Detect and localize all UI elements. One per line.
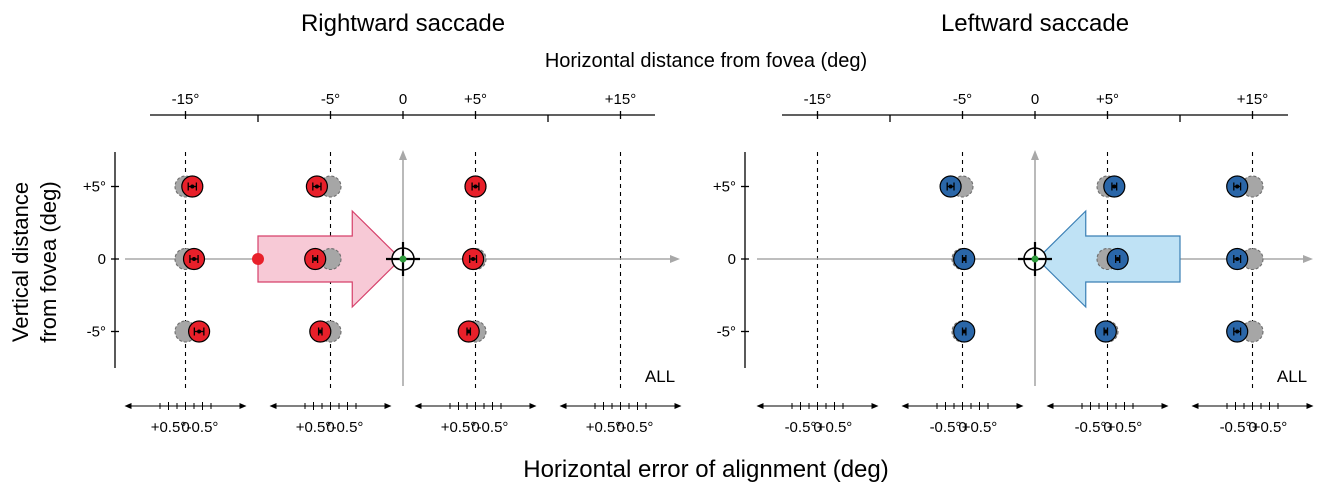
error-axis-arrow-left xyxy=(1191,403,1199,409)
error-axis-arrow-right xyxy=(1016,403,1024,409)
fixation-dot xyxy=(1031,255,1039,263)
top-axis-tick-label: -5° xyxy=(953,91,972,108)
error-axis-arrow-left xyxy=(1046,403,1054,409)
data-point-center xyxy=(314,184,319,189)
top-axis-tick-label: -15° xyxy=(804,91,832,108)
top-axis-label: Horizontal distance from fovea (deg) xyxy=(545,50,867,72)
error-axis-tick-label: -0.5° xyxy=(1075,419,1107,436)
error-axis-arrow-right xyxy=(1161,403,1169,409)
error-axis-tick-label: +0.5° xyxy=(1107,419,1143,436)
data-point-center xyxy=(1235,257,1240,261)
error-axis-tick-label: 0 xyxy=(326,419,334,436)
data-point-center xyxy=(192,257,196,261)
error-axis-arrow-right xyxy=(529,403,537,409)
error-axis-arrow-left xyxy=(414,403,422,409)
error-axis-tick-label: -0.5° xyxy=(622,419,654,436)
y-axis-tick-label: -5° xyxy=(717,324,736,341)
fixation-dot xyxy=(399,255,407,263)
error-axis-arrow-right xyxy=(384,403,392,409)
data-point-center xyxy=(1235,184,1240,189)
y-axis-tick-label: 0 xyxy=(98,251,106,268)
error-axis-tick-label: +0.5° xyxy=(296,419,332,436)
error-axis-arrow-left xyxy=(559,403,567,409)
data-point-center xyxy=(471,257,476,261)
panel-rightward: Rightward saccade -15° -5° 0 +5° +15° +5° 0 -5° A… xyxy=(83,10,682,436)
top-axis-tick-label: -15° xyxy=(172,91,200,108)
top-axis-tick-label: +15° xyxy=(605,91,636,108)
y-axis-tick-label: -5° xyxy=(87,324,106,341)
y-axis-label-line2: from fovea (deg) xyxy=(36,181,61,342)
data-point-center xyxy=(1235,329,1240,334)
error-axis-tick-label: -0.5° xyxy=(1220,419,1252,436)
corner-label: ALL xyxy=(1277,367,1307,386)
error-axis-tick-label: -0.5° xyxy=(930,419,962,436)
error-axis-arrow-right xyxy=(239,403,247,409)
error-axis-tick-label: 0 xyxy=(471,419,479,436)
top-axis-tick-label: +5° xyxy=(464,91,487,108)
error-axis-arrow-left xyxy=(901,403,909,409)
data-point-center xyxy=(190,184,195,189)
top-axis-tick-label: +15° xyxy=(1237,91,1268,108)
error-axis-tick-label: 0 xyxy=(1248,419,1256,436)
data-point-center xyxy=(466,329,471,334)
data-point-center xyxy=(197,329,202,334)
horizontal-axis-arrowhead xyxy=(1303,255,1313,263)
panel-title: Leftward saccade xyxy=(941,10,1129,37)
top-axis-tick-label: +5° xyxy=(1096,91,1119,108)
data-point-center xyxy=(962,329,967,334)
error-axis-tick-label: +0.5° xyxy=(586,419,622,436)
error-axis-arrow-right xyxy=(871,403,879,409)
error-axis-arrow-right xyxy=(1306,403,1314,409)
top-axis-tick-label: 0 xyxy=(399,91,407,108)
error-axis-tick-label: -0.5° xyxy=(332,419,364,436)
error-axis-tick-label: 0 xyxy=(616,419,624,436)
error-axis-tick-label: +0.5° xyxy=(1252,419,1288,436)
saccade-target-dot xyxy=(252,253,264,265)
error-axis-tick-label: +0.5° xyxy=(817,419,853,436)
y-axis-tick-label: +5° xyxy=(713,179,736,196)
vertical-axis-arrowhead xyxy=(399,150,407,160)
error-axis-arrow-left xyxy=(124,403,132,409)
data-point-center xyxy=(318,329,323,334)
data-point-center xyxy=(1103,329,1108,334)
error-axis-tick-label: 0 xyxy=(1103,419,1111,436)
corner-label: ALL xyxy=(645,367,675,386)
horizontal-axis-arrowhead xyxy=(670,255,680,263)
panel-leftward: Leftward saccade -15° -5° 0 +5° +15° +5° 0 -5° AL… xyxy=(713,10,1314,436)
data-point-center xyxy=(948,184,953,189)
error-axis-tick-label: +0.5° xyxy=(441,419,477,436)
error-axis-tick-label: 0 xyxy=(813,419,821,436)
top-axis-tick-label: -5° xyxy=(321,91,340,108)
error-axis-tick-label: +0.5° xyxy=(151,419,187,436)
panel-title: Rightward saccade xyxy=(301,10,505,37)
data-point-center xyxy=(313,257,318,261)
error-axis-tick-label: -0.5° xyxy=(477,419,509,436)
error-axis-tick-label: -0.5° xyxy=(187,419,219,436)
top-axis-tick-label: 0 xyxy=(1031,91,1039,108)
error-axis-arrow-right xyxy=(674,403,682,409)
y-axis-tick-label: +5° xyxy=(83,179,106,196)
data-point-center xyxy=(1112,184,1117,189)
y-axis-tick-label: 0 xyxy=(728,251,736,268)
data-point-center xyxy=(962,257,967,261)
vertical-axis-arrowhead xyxy=(1031,150,1039,160)
error-axis-tick-label: 0 xyxy=(958,419,966,436)
data-point-center xyxy=(1115,257,1120,261)
panels: Rightward saccade -15° -5° 0 +5° +15° +5° 0 -5° A… xyxy=(83,10,1314,436)
error-axis-tick-label: -0.5° xyxy=(785,419,817,436)
error-axis-arrow-left xyxy=(756,403,764,409)
bottom-axis-label: Horizontal error of alignment (deg) xyxy=(523,456,889,483)
error-axis-tick-label: +0.5° xyxy=(962,419,998,436)
error-axis-tick-label: 0 xyxy=(181,419,189,436)
y-axis-label-line1: Vertical distance xyxy=(8,182,33,342)
data-point-center xyxy=(473,184,478,189)
error-axis-arrow-left xyxy=(269,403,277,409)
